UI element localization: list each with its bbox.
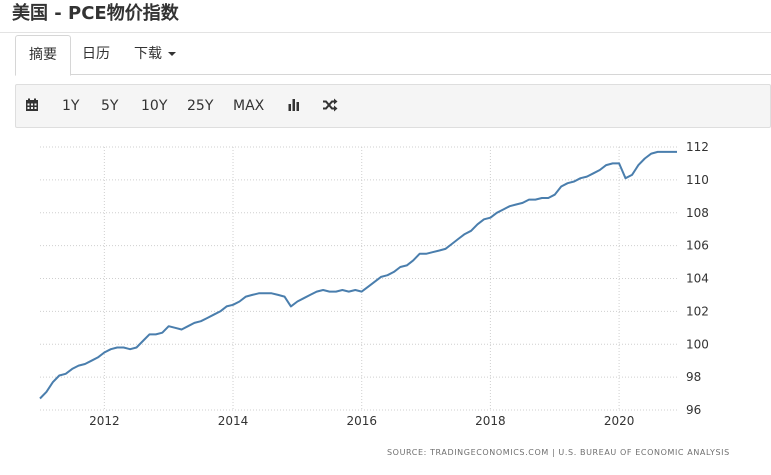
x-tick-label: 2018 — [475, 414, 506, 428]
x-tick-label: 2012 — [89, 414, 120, 428]
y-tick-label: 112 — [686, 140, 709, 154]
x-tick-label: 2014 — [218, 414, 249, 428]
y-tick-label: 104 — [686, 272, 709, 286]
tab-calendar[interactable]: 日历 — [69, 35, 123, 73]
range-10y-button[interactable]: 10Y — [141, 98, 168, 114]
chart-source: SOURCE: TRADINGECONOMICS.COM | U.S. BURE… — [387, 448, 730, 457]
chart-area: 96 98 100 102 104 106 108 110 112 2012 2014 2016 20… — [0, 130, 771, 471]
line-chart: 96 98 100 102 104 106 108 110 112 2012 2014 2016 20… — [39, 140, 709, 428]
y-tick-label: 98 — [686, 370, 701, 384]
tab-download-label: 下载 — [134, 46, 162, 62]
bar-chart-button[interactable] — [287, 85, 303, 127]
shuffle-button[interactable] — [322, 85, 338, 127]
range-25y-button[interactable]: 25Y — [187, 98, 214, 114]
calendar-button[interactable] — [25, 85, 41, 127]
range-max-button[interactable]: MAX — [233, 98, 265, 114]
chart-toolbar: 1Y 5Y 10Y 25Y MAX — [15, 84, 771, 128]
y-tick-label: 108 — [686, 206, 709, 220]
tab-bar: 摘要 日历 下载 — [15, 35, 771, 76]
y-tick-label: 110 — [686, 173, 709, 187]
shuffle-icon — [323, 98, 338, 112]
bar-chart-icon — [288, 99, 299, 111]
y-tick-label: 96 — [686, 403, 701, 417]
tab-summary-label: 摘要 — [29, 47, 57, 63]
range-1y-button[interactable]: 1Y — [62, 98, 80, 114]
tab-summary[interactable]: 摘要 — [15, 35, 71, 76]
x-tick-label: 2016 — [346, 414, 377, 428]
range-5y-button[interactable]: 5Y — [101, 98, 119, 114]
title-divider — [0, 32, 771, 33]
tab-download[interactable]: 下载 — [121, 35, 189, 73]
chevron-down-icon — [168, 52, 176, 56]
calendar-icon — [26, 98, 38, 111]
y-tick-label: 106 — [686, 239, 709, 253]
series-line — [39, 150, 677, 400]
y-tick-label: 100 — [686, 337, 709, 351]
tab-calendar-label: 日历 — [82, 46, 110, 62]
page-title: 美国 - PCE物价指数 — [12, 3, 179, 24]
y-tick-label: 102 — [686, 304, 709, 318]
x-tick-label: 2020 — [604, 414, 635, 428]
